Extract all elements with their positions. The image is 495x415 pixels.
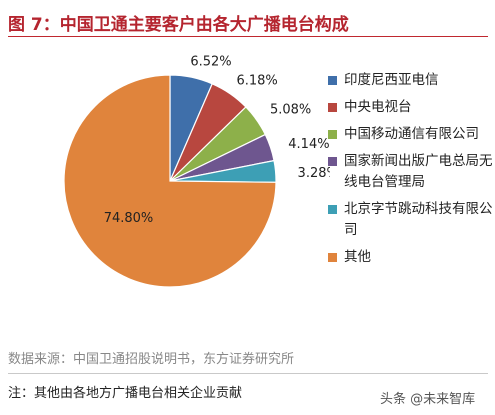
chart-legend: 印度尼西亚电信 中央电视台 中国移动通信有限公司 国家新闻出版广电总局无线电台管… [328, 70, 493, 274]
legend-swatch [328, 76, 337, 85]
legend-swatch [328, 103, 337, 112]
slice-label: 74.80% [104, 211, 154, 226]
legend-item: 印度尼西亚电信 [328, 70, 493, 91]
pie-chart: 6.52% 6.18% 5.08% 4.14% 3.28% 74.80% [63, 54, 330, 288]
legend-label: 中央电视台 [344, 99, 412, 115]
legend-swatch [328, 130, 337, 139]
legend-item: 中国移动通信有限公司 [328, 124, 493, 145]
legend-label: 中国移动通信有限公司 [344, 126, 479, 142]
legend-label: 其他 [344, 249, 371, 265]
data-source: 数据来源：中国卫通招股说明书，东方证券研究所 [8, 352, 295, 367]
legend-item: 中央电视台 [328, 97, 493, 118]
legend-swatch [328, 205, 337, 214]
title-divider [8, 36, 488, 37]
slice-label: 5.08% [270, 103, 311, 118]
watermark: 头条 @未来智库 [380, 392, 476, 407]
footer-divider [8, 373, 488, 374]
slice-label: 6.18% [236, 73, 277, 88]
legend-item: 国家新闻出版广电总局无线电台管理局 [328, 151, 493, 193]
legend-item: 其他 [328, 247, 493, 268]
slice-label: 3.28% [298, 166, 330, 181]
legend-swatch [328, 253, 337, 262]
legend-swatch [328, 157, 337, 166]
legend-label: 印度尼西亚电信 [344, 72, 439, 88]
legend-label: 北京字节跳动科技有限公司 [344, 201, 493, 238]
slice-label: 4.14% [288, 137, 329, 152]
chart-title: 图 7：中国卫通主要客户由各大广播电台构成 [8, 15, 349, 35]
legend-item: 北京字节跳动科技有限公司 [328, 199, 493, 241]
slice-label: 6.52% [190, 54, 231, 69]
legend-label: 国家新闻出版广电总局无线电台管理局 [344, 153, 493, 190]
footnote: 注：其他由各地方广播电台相关企业贡献 [8, 386, 243, 401]
pie-slice [63, 74, 277, 288]
